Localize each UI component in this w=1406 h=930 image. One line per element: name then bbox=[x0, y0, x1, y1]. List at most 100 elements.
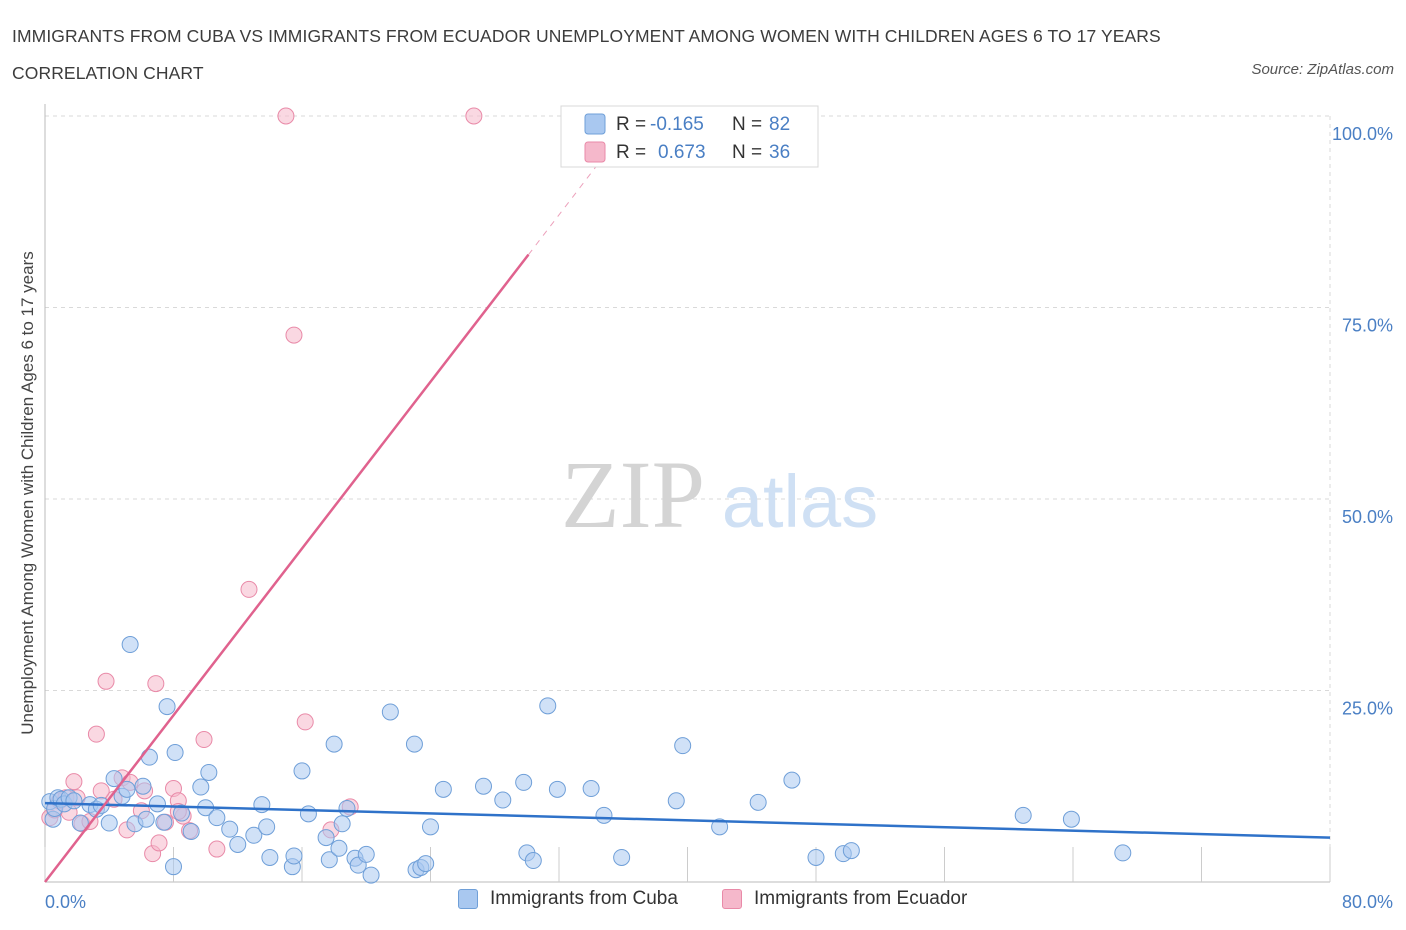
cuba-point bbox=[221, 820, 239, 838]
cuba-point bbox=[807, 848, 825, 866]
cuba-point bbox=[317, 829, 335, 847]
ecuador-point bbox=[147, 675, 165, 693]
ecuador-point bbox=[296, 713, 314, 731]
cuba-point bbox=[515, 773, 533, 791]
ecuador-regression-extension bbox=[528, 160, 602, 255]
cuba-point bbox=[140, 748, 158, 766]
cuba-point bbox=[338, 799, 356, 817]
cuba-point bbox=[118, 780, 136, 798]
ecuador-point bbox=[277, 107, 295, 125]
cuba-point bbox=[148, 795, 166, 813]
legend-swatch-ecuador bbox=[722, 889, 742, 909]
cuba-point bbox=[667, 792, 685, 810]
y-tick-label: 50.0% bbox=[1342, 507, 1393, 527]
ecuador-r-label: R = bbox=[616, 142, 646, 163]
cuba-point bbox=[208, 809, 226, 827]
cuba-point bbox=[105, 770, 123, 788]
watermark-atlas: atlas bbox=[722, 460, 878, 543]
cuba-point bbox=[229, 835, 247, 853]
cuba-point bbox=[121, 636, 139, 654]
ecuador-point bbox=[92, 782, 110, 800]
series-cuba-points bbox=[41, 636, 1132, 884]
ecuador-point bbox=[285, 326, 303, 344]
cuba-point bbox=[362, 866, 380, 884]
cuba-point bbox=[165, 858, 182, 876]
ecuador-point bbox=[208, 840, 226, 858]
cuba-point bbox=[200, 763, 218, 781]
ecuador-n-value: 36 bbox=[769, 142, 790, 163]
cuba-point bbox=[182, 822, 200, 840]
cuba-point bbox=[245, 826, 263, 844]
cuba-point bbox=[258, 818, 276, 836]
legend-label-ecuador: Immigrants from Ecuador bbox=[754, 888, 968, 909]
cuba-point bbox=[381, 703, 399, 721]
ecuador-point bbox=[240, 580, 258, 598]
cuba-point bbox=[405, 735, 423, 753]
cuba-point bbox=[299, 805, 317, 823]
ecuador-n-label: N = bbox=[732, 142, 762, 163]
cuba-point bbox=[285, 847, 303, 865]
cuba-point bbox=[417, 855, 435, 873]
cuba-point bbox=[293, 762, 311, 780]
chart-title: IMMIGRANTS FROM CUBA VS IMMIGRANTS FROM … bbox=[12, 26, 1161, 83]
cuba-point bbox=[155, 813, 173, 831]
cuba-point bbox=[749, 793, 767, 811]
cuba-point bbox=[1114, 844, 1132, 862]
source-credit: Source: ZipAtlas.com bbox=[1251, 61, 1394, 78]
cuba-point bbox=[595, 806, 613, 824]
cuba-point bbox=[100, 814, 118, 832]
cuba-point bbox=[434, 780, 452, 798]
cuba-point bbox=[357, 845, 375, 863]
cuba-point bbox=[613, 848, 631, 866]
axes bbox=[44, 104, 1331, 883]
y-tick-label: 25.0% bbox=[1342, 699, 1393, 719]
cuba-point bbox=[65, 792, 83, 810]
cuba-r-label: R = bbox=[616, 114, 646, 135]
cuba-point bbox=[320, 851, 338, 869]
cuba-point bbox=[325, 735, 343, 753]
cuba-point bbox=[548, 780, 566, 798]
cuba-regression-line bbox=[44, 801, 1331, 839]
cuba-swatch bbox=[584, 113, 606, 135]
watermark: ZIP atlas bbox=[561, 441, 878, 548]
cuba-point bbox=[71, 814, 89, 832]
cuba-point bbox=[494, 791, 512, 809]
cuba-point bbox=[582, 780, 600, 798]
cuba-point bbox=[158, 698, 176, 716]
ecuador-regression-line bbox=[44, 253, 530, 883]
series-legend: Immigrants from Cuba Immigrants from Ecu… bbox=[0, 888, 1406, 918]
x-tick-label: 80.0% bbox=[1342, 892, 1393, 912]
ecuador-point bbox=[65, 773, 83, 791]
x-tick-label: 0.0% bbox=[45, 892, 86, 912]
ecuador-r-value: 0.673 bbox=[658, 142, 706, 163]
legend-label-cuba: Immigrants from Cuba bbox=[490, 888, 678, 909]
cuba-point bbox=[539, 697, 557, 715]
ecuador-point bbox=[97, 672, 115, 690]
y-tick-label: 75.0% bbox=[1342, 316, 1393, 336]
cuba-point bbox=[166, 744, 184, 762]
cuba-n-value: 82 bbox=[769, 114, 790, 135]
cuba-point bbox=[333, 815, 351, 833]
ecuador-point bbox=[150, 834, 168, 852]
cuba-point bbox=[475, 777, 493, 795]
stats-legend: R = -0.165 N = 82 R = 0.673 N = 36 bbox=[560, 105, 819, 168]
legend-item-ecuador[interactable]: Immigrants from Ecuador bbox=[722, 888, 967, 910]
cuba-point bbox=[711, 818, 729, 836]
cuba-point bbox=[842, 842, 860, 860]
ecuador-point bbox=[195, 731, 213, 749]
cuba-point bbox=[1014, 806, 1032, 824]
legend-item-cuba[interactable]: Immigrants from Cuba bbox=[458, 888, 678, 910]
legend-swatch-cuba bbox=[458, 889, 478, 909]
tick-labels: 25.0% 50.0% 75.0% 100.0% 0.0% 80.0% bbox=[45, 124, 1393, 912]
watermark-zip: ZIP bbox=[561, 441, 705, 548]
cuba-r-value: -0.165 bbox=[650, 114, 704, 135]
cuba-point bbox=[134, 777, 152, 795]
y-tick-label: 100.0% bbox=[1332, 124, 1393, 144]
cuba-point bbox=[261, 848, 279, 866]
ecuador-swatch bbox=[584, 141, 606, 163]
cuba-point bbox=[1062, 810, 1080, 828]
cuba-point bbox=[524, 852, 542, 870]
cuba-point bbox=[192, 778, 210, 796]
cuba-n-label: N = bbox=[732, 114, 762, 135]
